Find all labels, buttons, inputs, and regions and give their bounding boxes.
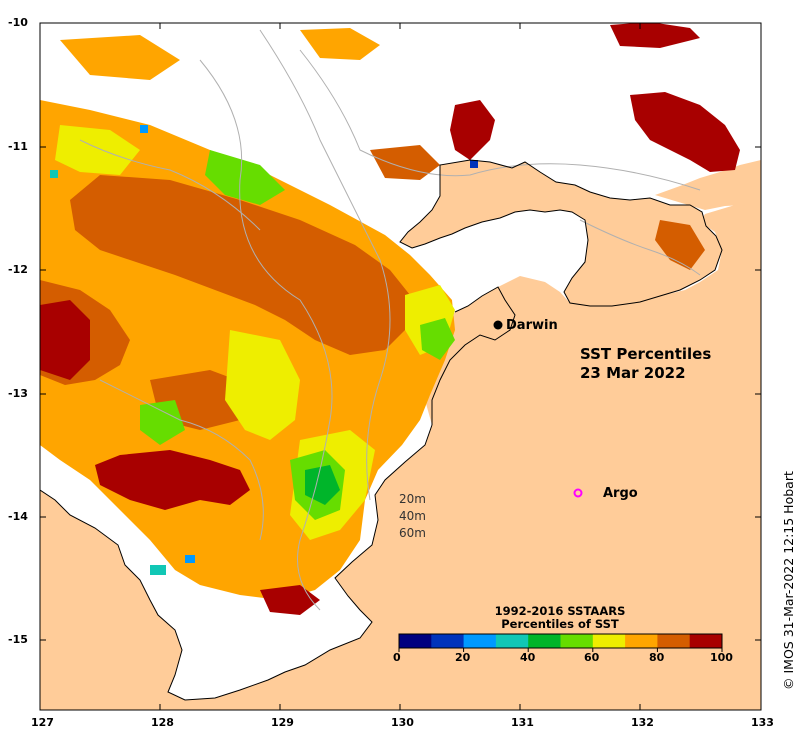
lon-tick-label: 130	[391, 716, 414, 729]
lon-tick-label: 131	[511, 716, 534, 729]
colorbar-swatch	[463, 634, 497, 648]
darwin-label: Darwin	[506, 318, 558, 333]
lat-tick-label: -15	[8, 633, 28, 646]
colorbar-tick-label: 100	[710, 651, 733, 664]
colorbar-swatch	[689, 634, 723, 648]
lon-tick-label: 133	[751, 716, 774, 729]
colorbar-swatch	[560, 634, 594, 648]
axis-ticks	[40, 22, 761, 710]
lon-tick-label: 129	[271, 716, 294, 729]
lon-tick-label: 128	[151, 716, 174, 729]
colorbar-swatch	[495, 634, 529, 648]
colorbar-tick-label: 20	[455, 651, 471, 664]
colorbar-title-line1: 1992-2016 SSTAARS	[494, 604, 626, 618]
lat-tick-label: -13	[8, 387, 28, 400]
colorbar-swatch	[528, 634, 561, 648]
coastline-north	[399, 159, 723, 307]
lon-tick-label: 127	[31, 716, 54, 729]
colorbar-swatch	[399, 634, 432, 648]
coastline	[40, 424, 433, 701]
colorbar-frame	[398, 633, 723, 649]
depth-legend-60m: 60m	[399, 526, 426, 540]
imos-credit: © IMOS 31-Mar-2022 12:15 Hobart	[781, 471, 796, 690]
coastline-darwin	[431, 286, 516, 425]
colorbar-tick-label: 40	[520, 651, 536, 664]
lon-tick-label: 132	[631, 716, 654, 729]
colorbar-tick-label: 80	[649, 651, 665, 664]
depth-contours	[79, 29, 701, 611]
sst-percentile-field	[40, 23, 740, 615]
lat-tick-label: -12	[8, 263, 28, 276]
colorbar-swatch	[431, 634, 465, 648]
colorbar-swatch	[657, 634, 691, 648]
colorbar-title-line2: Percentiles of SST	[501, 617, 619, 631]
darwin-marker	[493, 320, 503, 330]
colorbar-ticks	[398, 648, 723, 652]
map-title-line1: SST Percentiles	[580, 345, 712, 363]
land-coast-north-strip	[655, 160, 761, 210]
depth-legend-40m: 40m	[399, 509, 426, 523]
depth-legend-20m: 20m	[399, 492, 426, 506]
lat-tick-label: -11	[8, 140, 28, 153]
colorbar-tick-label: 60	[584, 651, 600, 664]
colorbar-swatch	[592, 634, 626, 648]
map-title-date: 23 Mar 2022	[580, 364, 686, 382]
colorbar-swatch	[625, 634, 658, 648]
lat-tick-label: -14	[8, 510, 28, 523]
colorbar	[399, 634, 723, 648]
argo-marker	[573, 488, 583, 498]
argo-label: Argo	[603, 486, 638, 501]
land-coast-peninsula	[400, 160, 722, 306]
colorbar-tick-label: 0	[393, 651, 401, 664]
lat-tick-label: -10	[8, 16, 28, 29]
